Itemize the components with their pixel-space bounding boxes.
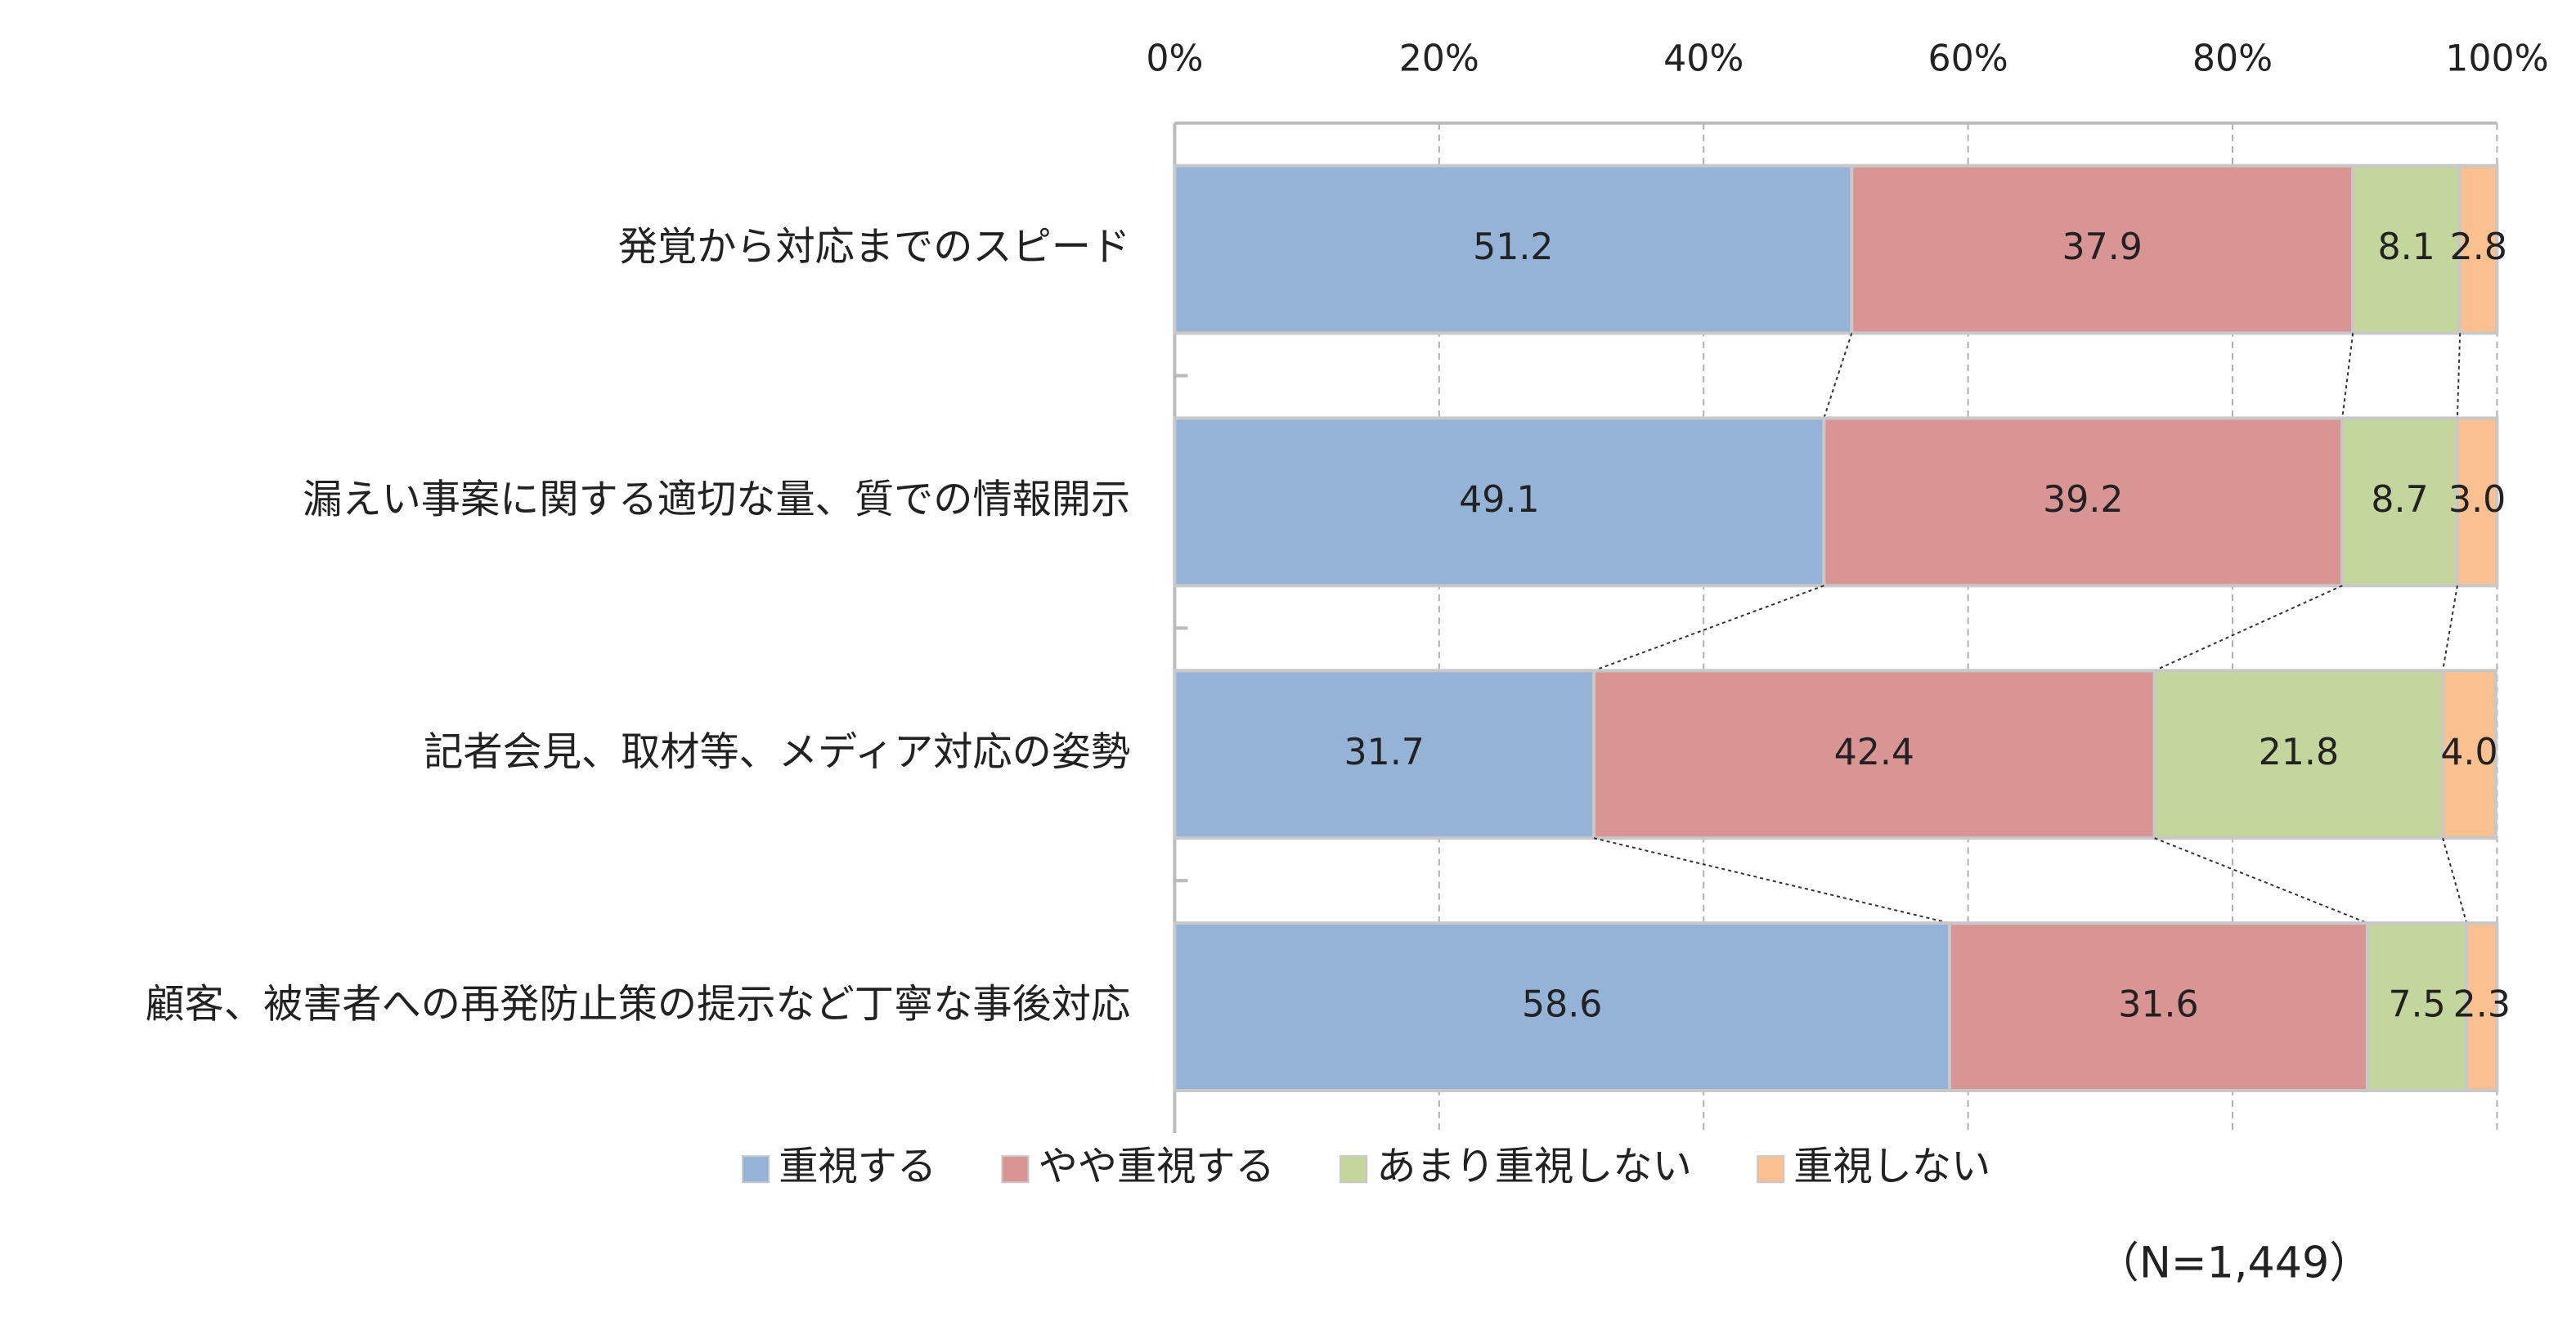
x-tick-label: 100% (2445, 38, 2548, 79)
data-label: 4.0 (2440, 732, 2497, 773)
bar-segment (2441, 669, 2497, 840)
bar-segment (1822, 416, 2345, 588)
bar-segment (2340, 416, 2459, 588)
bar-segment (1173, 921, 1951, 1093)
data-label: 58.6 (1522, 984, 1602, 1026)
x-tick-label: 0% (1146, 38, 1203, 79)
data-label: 39.2 (2043, 479, 2123, 521)
legend-label: 重視する (779, 1144, 936, 1189)
bar-segment (2465, 921, 2499, 1093)
y-tick-label: 顧客、被害者への再発防止策の提示など丁寧な事後対応 (145, 982, 1130, 1028)
data-label: 3.0 (2448, 479, 2506, 521)
data-label: 8.7 (2371, 479, 2428, 521)
bar-segment (2351, 164, 2462, 335)
y-tick-label: 発覚から対応までのスピード (618, 224, 1130, 270)
legend-label: あまり重視しない (1376, 1144, 1692, 1189)
series-line (2442, 585, 2458, 671)
x-tick-label: 20% (1399, 38, 1479, 79)
x-tick-label: 80% (2192, 38, 2273, 79)
series-line (2442, 837, 2468, 924)
sample-note: （N=1,449） (2097, 1239, 2372, 1288)
legend-swatch (742, 1155, 770, 1184)
legend-label: やや重視する (1039, 1144, 1275, 1189)
bar-segment (1591, 669, 2156, 840)
bar-segment (1173, 416, 1826, 588)
series-line (1593, 837, 1950, 925)
data-label: 37.9 (2062, 226, 2143, 268)
data-label: 2.3 (2453, 984, 2511, 1026)
bar-segment (1947, 921, 2369, 1093)
legend-swatch (1757, 1155, 1785, 1184)
series-line (2154, 585, 2343, 672)
data-label: 31.7 (1344, 732, 1425, 773)
data-label: 2.8 (2450, 226, 2507, 268)
data-label: 8.1 (2378, 226, 2435, 268)
data-label: 42.4 (1834, 732, 1914, 773)
data-label: 7.5 (2388, 984, 2445, 1026)
bar-segment (1850, 164, 2355, 335)
series-line (1593, 585, 1824, 672)
data-label: 31.6 (2118, 984, 2198, 1026)
legend-swatch (1340, 1155, 1368, 1184)
bar-segment (2152, 669, 2445, 840)
series-line (2456, 333, 2462, 419)
data-label: 21.8 (2259, 732, 2339, 773)
series-line (1823, 333, 1853, 419)
data-label: 49.1 (1459, 479, 1539, 521)
bar-segment (2455, 416, 2499, 588)
x-tick-label: 40% (1663, 38, 1744, 79)
series-line (2154, 837, 2368, 925)
bar-segment (2365, 921, 2469, 1093)
legend-label: 重視しない (1793, 1144, 1990, 1189)
y-tick-label: 漏えい事案に関する適切な量、質での情報開示 (303, 477, 1130, 522)
series-line (2341, 333, 2354, 419)
x-tick-label: 60% (1928, 38, 2008, 79)
data-label: 51.2 (1473, 226, 1553, 268)
legend-swatch (1001, 1155, 1030, 1184)
bar-segment (2458, 164, 2499, 335)
y-tick-label: 記者会見、取材等、メディア対応の姿勢 (424, 729, 1130, 775)
